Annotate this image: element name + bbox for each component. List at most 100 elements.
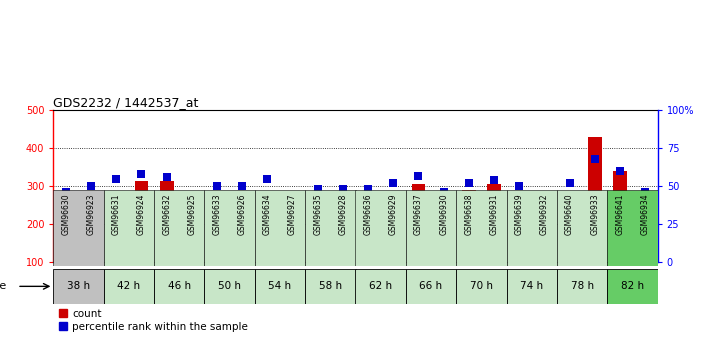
- Point: [639, 190, 651, 195]
- Bar: [286, 236, 299, 262]
- Text: GSM96635: GSM96635: [314, 194, 322, 235]
- Point: [589, 156, 600, 162]
- Bar: [104, 190, 154, 266]
- Text: GSM96933: GSM96933: [590, 194, 599, 235]
- Text: GSM96639: GSM96639: [515, 194, 524, 235]
- Point: [186, 196, 198, 201]
- Point: [312, 187, 324, 192]
- Bar: [356, 190, 406, 266]
- Text: GSM96930: GSM96930: [439, 194, 448, 235]
- Point: [463, 180, 474, 186]
- Point: [136, 171, 147, 177]
- Point: [211, 184, 223, 189]
- Text: GSM96640: GSM96640: [565, 194, 574, 235]
- Bar: [53, 190, 104, 266]
- Bar: [311, 217, 325, 262]
- Text: GSM96631: GSM96631: [112, 194, 121, 235]
- Text: GSM96634: GSM96634: [263, 194, 272, 235]
- Text: GSM96632: GSM96632: [162, 194, 171, 235]
- Bar: [53, 269, 104, 304]
- Bar: [255, 269, 305, 304]
- Text: 50 h: 50 h: [218, 282, 241, 291]
- Bar: [456, 269, 506, 304]
- Text: time: time: [0, 282, 7, 291]
- Bar: [406, 190, 456, 266]
- Bar: [305, 190, 356, 266]
- Text: GSM96638: GSM96638: [464, 194, 474, 235]
- Text: GSM96636: GSM96636: [363, 194, 373, 235]
- Bar: [305, 269, 356, 304]
- Bar: [255, 190, 305, 266]
- Point: [337, 187, 348, 192]
- Bar: [260, 213, 274, 262]
- Text: 70 h: 70 h: [470, 282, 493, 291]
- Point: [161, 175, 172, 180]
- Bar: [412, 184, 425, 262]
- Bar: [356, 269, 406, 304]
- Bar: [336, 217, 350, 262]
- Bar: [205, 269, 255, 304]
- Text: GSM96931: GSM96931: [489, 194, 498, 235]
- Point: [413, 173, 424, 178]
- Text: 62 h: 62 h: [369, 282, 392, 291]
- Bar: [406, 269, 456, 304]
- Bar: [613, 171, 627, 262]
- Bar: [462, 190, 476, 262]
- Text: 74 h: 74 h: [520, 282, 543, 291]
- Text: GSM96630: GSM96630: [61, 194, 70, 235]
- Point: [85, 184, 97, 189]
- Point: [513, 184, 525, 189]
- Bar: [512, 203, 526, 262]
- Text: GSM96932: GSM96932: [540, 194, 549, 235]
- Text: GSM96633: GSM96633: [213, 194, 222, 235]
- Text: 82 h: 82 h: [621, 282, 644, 291]
- Text: GSM96637: GSM96637: [414, 194, 423, 235]
- Bar: [185, 199, 199, 262]
- Point: [111, 176, 122, 181]
- Text: GSM96924: GSM96924: [137, 194, 146, 235]
- Bar: [160, 181, 173, 262]
- Point: [363, 187, 374, 192]
- Bar: [638, 220, 652, 262]
- Point: [564, 180, 575, 186]
- Text: GSM96926: GSM96926: [237, 194, 247, 235]
- Text: GSM96934: GSM96934: [641, 194, 650, 235]
- Text: 54 h: 54 h: [268, 282, 292, 291]
- Bar: [109, 206, 123, 262]
- Bar: [84, 205, 98, 262]
- Bar: [361, 217, 375, 262]
- Point: [287, 194, 298, 200]
- Text: GSM96929: GSM96929: [389, 194, 397, 235]
- Point: [237, 184, 248, 189]
- Text: 66 h: 66 h: [419, 282, 443, 291]
- Bar: [210, 234, 224, 262]
- Bar: [154, 190, 205, 266]
- Bar: [557, 190, 607, 266]
- Bar: [557, 269, 607, 304]
- Bar: [134, 181, 149, 262]
- Bar: [487, 184, 501, 262]
- Text: GSM96641: GSM96641: [616, 194, 624, 235]
- Bar: [154, 269, 205, 304]
- Bar: [104, 269, 154, 304]
- Point: [539, 199, 550, 204]
- Point: [60, 190, 72, 195]
- Bar: [437, 201, 451, 262]
- Text: GSM96925: GSM96925: [187, 194, 196, 235]
- Bar: [588, 137, 602, 262]
- Bar: [205, 190, 255, 266]
- Bar: [386, 206, 400, 262]
- Point: [614, 168, 626, 174]
- Text: 78 h: 78 h: [570, 282, 594, 291]
- Legend: count, percentile rank within the sample: count, percentile rank within the sample: [58, 309, 248, 332]
- Text: GSM96927: GSM96927: [288, 194, 297, 235]
- Bar: [59, 217, 73, 262]
- Point: [438, 190, 449, 195]
- Bar: [538, 236, 551, 262]
- Text: GSM96928: GSM96928: [338, 194, 348, 235]
- Text: GDS2232 / 1442537_at: GDS2232 / 1442537_at: [53, 96, 198, 109]
- Text: GSM96923: GSM96923: [87, 194, 95, 235]
- Bar: [607, 190, 658, 266]
- Bar: [235, 192, 249, 262]
- Point: [488, 177, 500, 183]
